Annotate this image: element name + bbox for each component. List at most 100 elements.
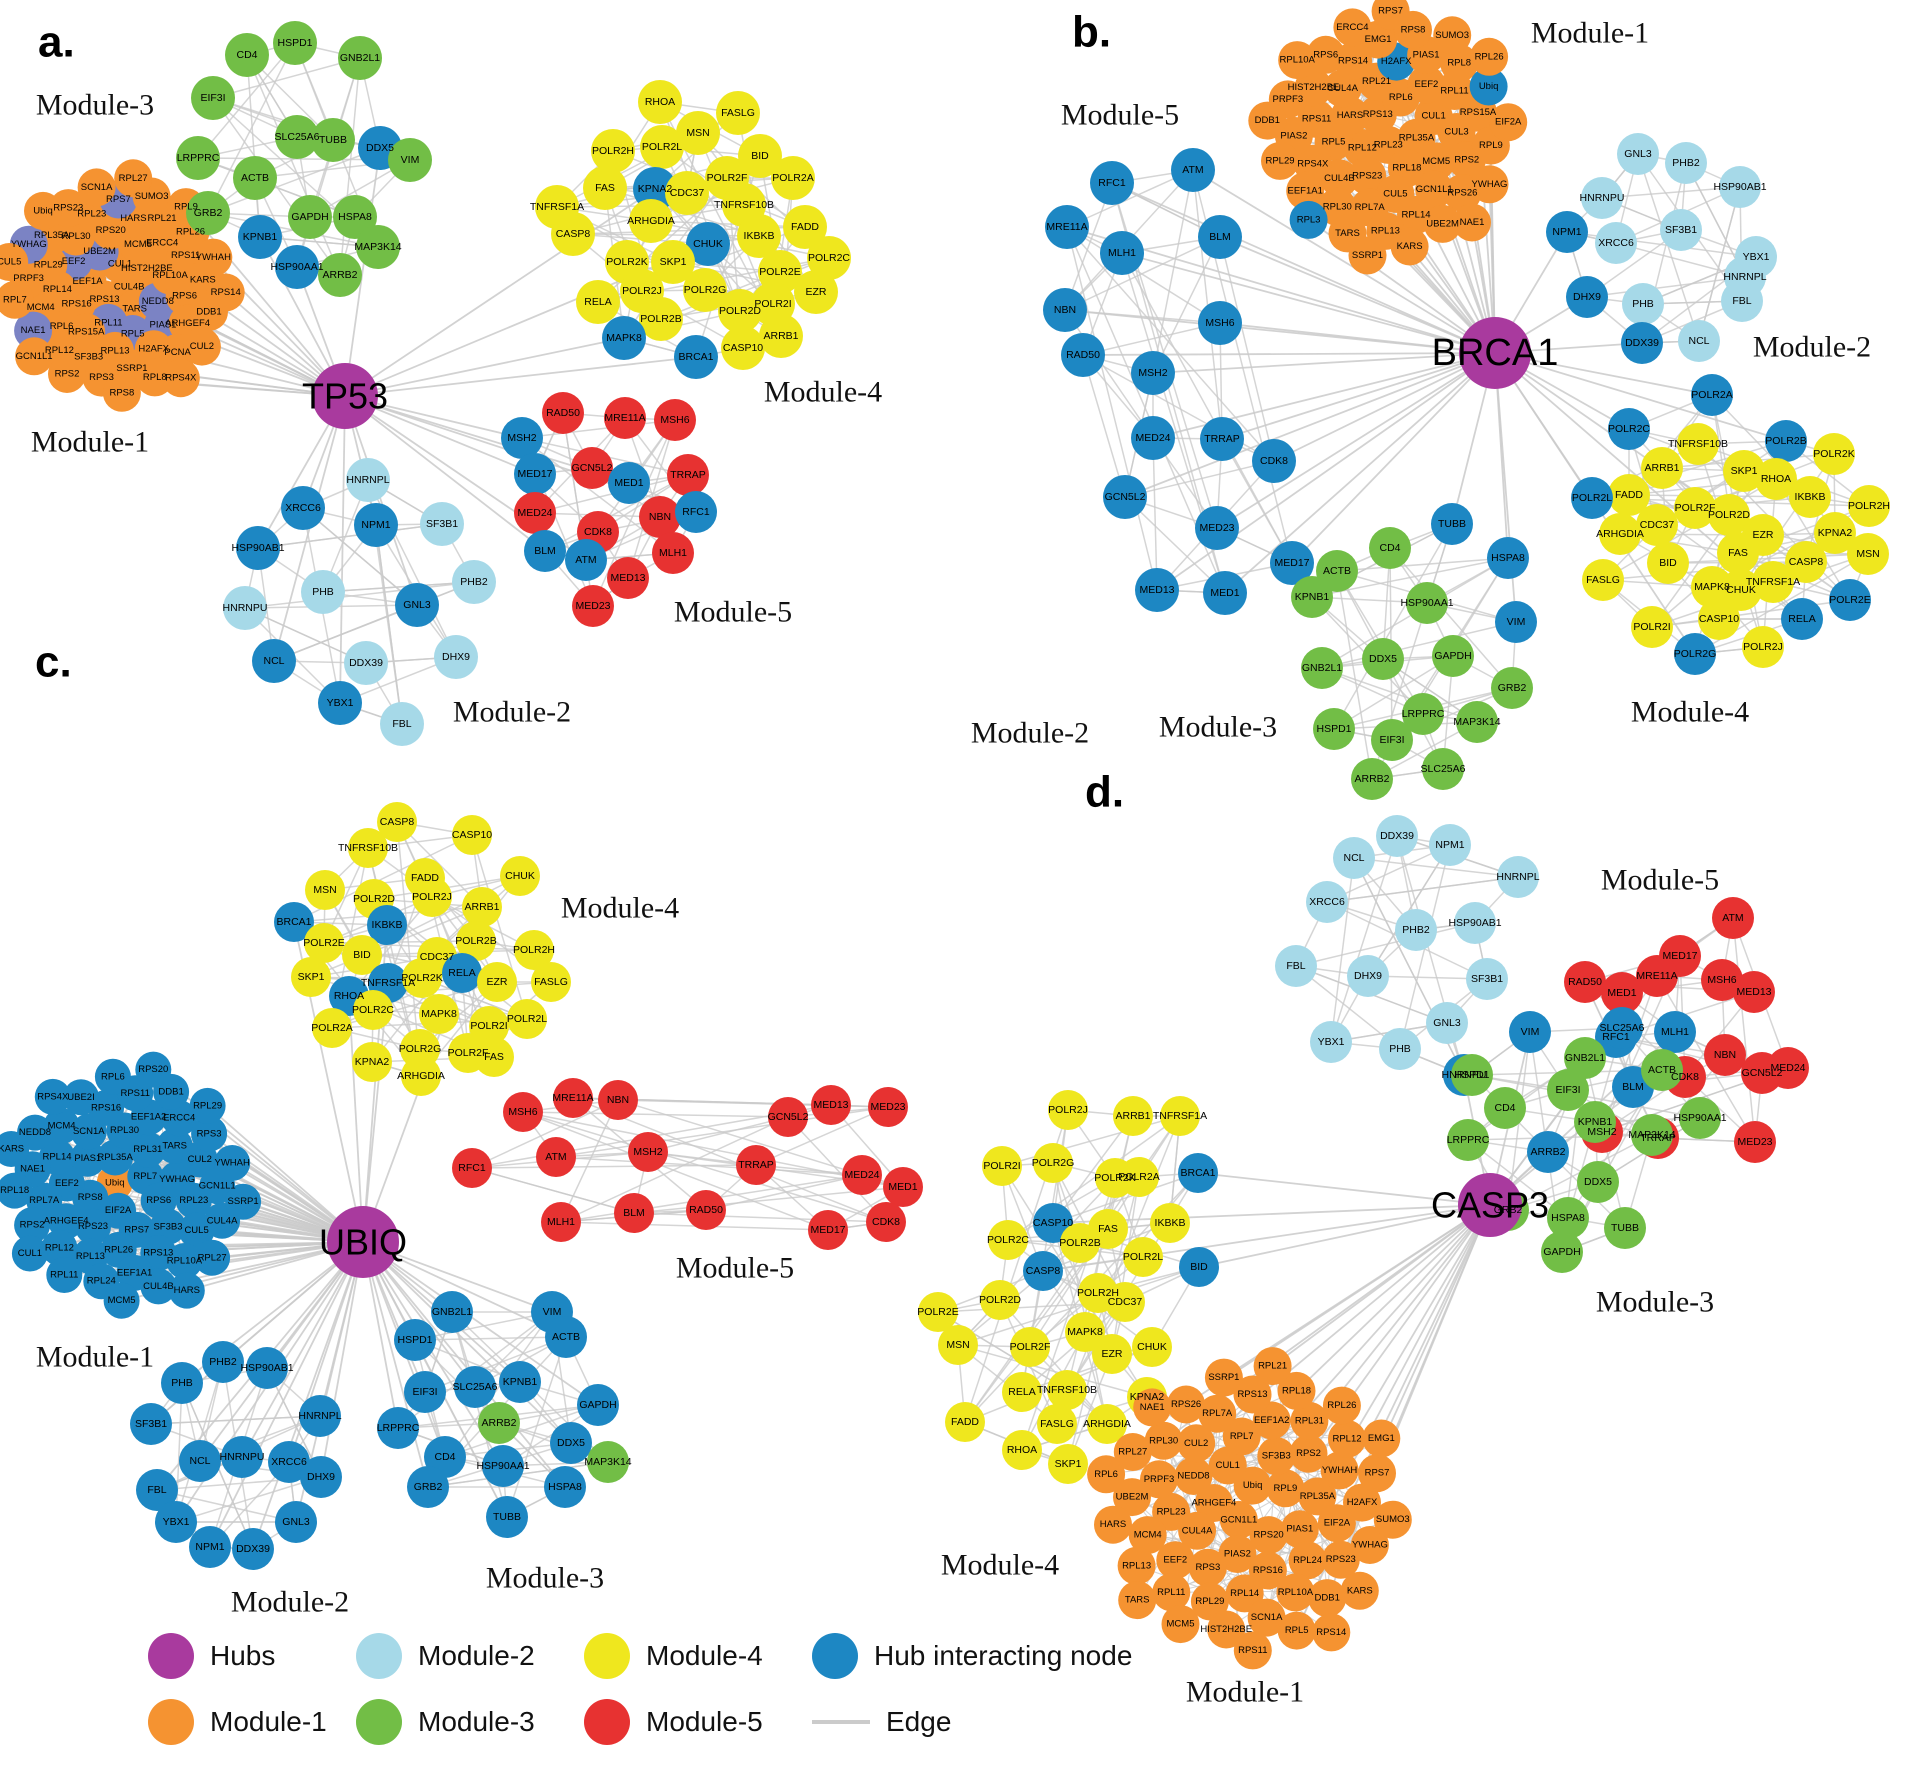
node-FAS xyxy=(474,1037,514,1077)
node-label: RPL14 xyxy=(43,284,72,295)
node-VIM xyxy=(1495,601,1537,643)
legend-label: Module-1 xyxy=(210,1706,327,1737)
node-label: BID xyxy=(353,949,371,961)
node-RPL7A xyxy=(1198,1394,1237,1433)
node-BID xyxy=(1647,542,1689,584)
node-label: RFC1 xyxy=(1098,177,1126,189)
node-MLH1 xyxy=(652,532,694,574)
node-label: TNFRSF10B xyxy=(1037,1384,1097,1396)
node-label: HIST2H2BE xyxy=(121,263,173,274)
node-label: RPS13 xyxy=(1363,109,1393,120)
node-BRCA1 xyxy=(674,335,718,379)
hub-label: CASP3 xyxy=(1431,1185,1549,1226)
node-label: POLR2F xyxy=(707,172,748,184)
node-label: RPL7A xyxy=(29,1195,60,1206)
node-RPS7 xyxy=(1371,0,1410,31)
node-label: MED17 xyxy=(517,468,552,480)
node-label: MCM5 xyxy=(1422,156,1450,167)
node-label: POLR2A xyxy=(311,1022,352,1034)
node-label: RPS8 xyxy=(109,387,134,398)
node-label: YWHAG xyxy=(1472,179,1508,190)
node-label: EIF3I xyxy=(200,92,225,104)
node-label: POLR2J xyxy=(1743,641,1783,653)
node-label: CD4 xyxy=(236,49,257,61)
node-label: BRCA1 xyxy=(276,916,311,928)
node-RPS4X xyxy=(161,359,200,398)
node-label: YBX1 xyxy=(327,697,354,709)
node-label: EIF2A xyxy=(1324,1518,1351,1529)
node-GRB2 xyxy=(186,191,230,235)
node-ARHGEF4 xyxy=(1194,1484,1233,1522)
node-label: EIF2A xyxy=(1495,117,1522,128)
node-label: RPS4X xyxy=(37,1091,69,1102)
node-label: SF3B3 xyxy=(153,1221,182,1232)
module-label: Module-1 xyxy=(1186,1676,1304,1709)
module-label: Module-5 xyxy=(1601,864,1719,897)
node-EEF2 xyxy=(1156,1541,1195,1580)
node-MED24 xyxy=(514,492,556,534)
node-label: CUL1 xyxy=(1216,1460,1240,1471)
node-label: SUMO3 xyxy=(135,191,169,202)
node-label: SF3B1 xyxy=(426,518,458,530)
node-label: CASP10 xyxy=(723,342,763,354)
node-label: RPS23 xyxy=(1326,1554,1356,1565)
node-label: RPL23 xyxy=(77,209,106,220)
node-label: RPL21 xyxy=(147,213,176,224)
node-label: YWHAG xyxy=(11,239,47,250)
node-VIM xyxy=(1509,1011,1551,1053)
node-label: NEDD8 xyxy=(1177,1471,1209,1482)
node-label: RPS23 xyxy=(1352,170,1382,181)
node-DDX39 xyxy=(344,641,388,685)
node-label: DDB1 xyxy=(1255,115,1280,126)
node-label: UBE2M xyxy=(1116,1492,1149,1503)
module-label: Module-4 xyxy=(561,892,679,925)
node-GNL3 xyxy=(275,1501,317,1543)
legend-item-edge: Edge xyxy=(812,1696,1142,1748)
node-label: NAE1 xyxy=(1460,217,1485,228)
node-RPL10A xyxy=(1276,1573,1315,1612)
node-label: ERCC4 xyxy=(146,238,178,249)
node-MED1 xyxy=(883,1167,923,1207)
hub-label: TP53 xyxy=(302,376,388,417)
node-POLR2C xyxy=(353,990,393,1030)
node-label: POLR2G xyxy=(1032,1157,1075,1169)
node-label: KARS xyxy=(190,275,216,286)
node-label: FAS xyxy=(1098,1223,1118,1235)
node-label: RPS2 xyxy=(1454,155,1479,166)
node-label: RPL13 xyxy=(100,345,129,356)
node-NPM1 xyxy=(1546,211,1588,253)
node-PHB xyxy=(1379,1028,1421,1070)
hub-color-icon xyxy=(148,1633,194,1679)
node-label: MCM5 xyxy=(124,239,152,250)
node-DDX5 xyxy=(1362,638,1404,680)
node-CD4 xyxy=(1484,1087,1526,1129)
node-RPS2 xyxy=(14,1207,51,1244)
node-RPL35A xyxy=(97,1139,134,1176)
node-label: RPL12 xyxy=(1348,143,1377,154)
node-CUL2 xyxy=(1177,1424,1216,1463)
module3-color-icon xyxy=(356,1699,402,1745)
node-label: MLH1 xyxy=(1108,247,1136,259)
node-MED13 xyxy=(1733,971,1775,1013)
node-label: BID xyxy=(1190,1261,1208,1273)
node-label: RPL7 xyxy=(133,1171,157,1182)
node-label: DHX9 xyxy=(307,1471,335,1483)
node-FADD xyxy=(945,1402,985,1442)
node-label: KPNA2 xyxy=(1130,1391,1165,1403)
node-ACTB xyxy=(545,1316,587,1358)
node-MED13 xyxy=(607,557,649,599)
node-MAPK8 xyxy=(602,316,646,360)
node-label: HSPD1 xyxy=(1454,1069,1489,1081)
node-label: RPL29 xyxy=(1265,155,1294,166)
node-SKP1 xyxy=(651,240,695,284)
node-label: FBL xyxy=(147,1484,166,1496)
node-label: MED17 xyxy=(1274,557,1309,569)
node-MRE11A xyxy=(1636,955,1678,997)
node-POLR2J xyxy=(412,877,452,917)
node-label: TUBB xyxy=(319,134,347,146)
node-MAP3K14 xyxy=(587,1441,629,1483)
node-label: KARS xyxy=(0,1144,24,1155)
node-GCN5L2 xyxy=(1103,475,1147,519)
panel-letter: c. xyxy=(35,638,72,687)
node-ARHGDIA xyxy=(401,1056,441,1096)
